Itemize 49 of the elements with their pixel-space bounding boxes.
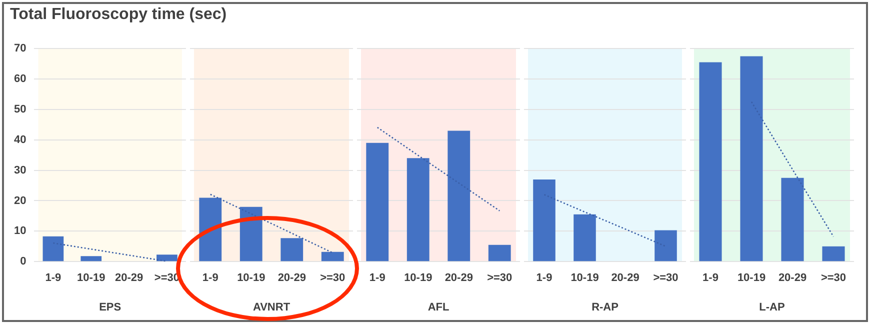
x-tick-label: 20-29 — [114, 272, 144, 284]
x-tick-label: 10-19 — [570, 272, 599, 284]
bar — [781, 178, 804, 262]
x-tick-label: 10-19 — [77, 272, 106, 284]
x-tick-label: 20-29 — [444, 272, 473, 284]
bar — [366, 142, 389, 262]
y-tick-label: 70 — [14, 42, 26, 55]
x-tick-label: >=30 — [320, 272, 346, 284]
x-axis-title: L-AP — [759, 301, 785, 314]
y-tick-label: 40 — [14, 134, 26, 146]
bar — [156, 254, 178, 262]
x-tick-label: 1-9 — [536, 272, 552, 284]
x-tick-label: >=30 — [820, 272, 846, 284]
y-tick-label: 30 — [14, 164, 26, 176]
y-tick-label: 60 — [14, 73, 26, 86]
bar — [199, 198, 222, 262]
bar — [822, 246, 845, 262]
line-series — [52, 242, 168, 262]
x-tick-label: 1-9 — [702, 272, 718, 284]
x-axis-title: AFL — [428, 301, 450, 314]
x-tick-label: 10-19 — [404, 272, 432, 284]
chart-title: Total Fluoroscopy time (sec) — [10, 6, 227, 24]
x-axis-title: EPS — [99, 301, 122, 314]
bar — [448, 130, 470, 262]
x-tick-label: 1-9 — [202, 272, 218, 284]
bar — [321, 252, 344, 262]
x-axis-title: AVNRT — [252, 301, 290, 314]
x-tick-label: 20-29 — [778, 272, 807, 284]
x-tick-label: 10-19 — [737, 272, 766, 284]
bar — [280, 238, 304, 262]
x-tick-label: >=30 — [653, 272, 678, 284]
bar — [42, 236, 64, 262]
x-tick-label: >=30 — [487, 272, 512, 284]
x-tick-label: 20-29 — [278, 272, 306, 284]
x-tick-label: 20-29 — [611, 272, 640, 284]
x-tick-label: 10-19 — [237, 272, 266, 284]
x-axis-title: R-AP — [592, 301, 618, 314]
y-tick-label: 20 — [14, 194, 26, 207]
x-tick-label: 1-9 — [369, 272, 386, 284]
bar — [406, 158, 430, 262]
bar — [488, 244, 511, 262]
y-tick-label: 10 — [14, 225, 26, 238]
bar — [699, 62, 722, 262]
bar — [740, 56, 763, 262]
y-tick-label: 50 — [14, 103, 26, 116]
x-tick-label: 1-9 — [45, 272, 62, 284]
bar — [240, 206, 262, 262]
y-tick-label: 0 — [20, 256, 26, 268]
bar — [80, 256, 102, 262]
